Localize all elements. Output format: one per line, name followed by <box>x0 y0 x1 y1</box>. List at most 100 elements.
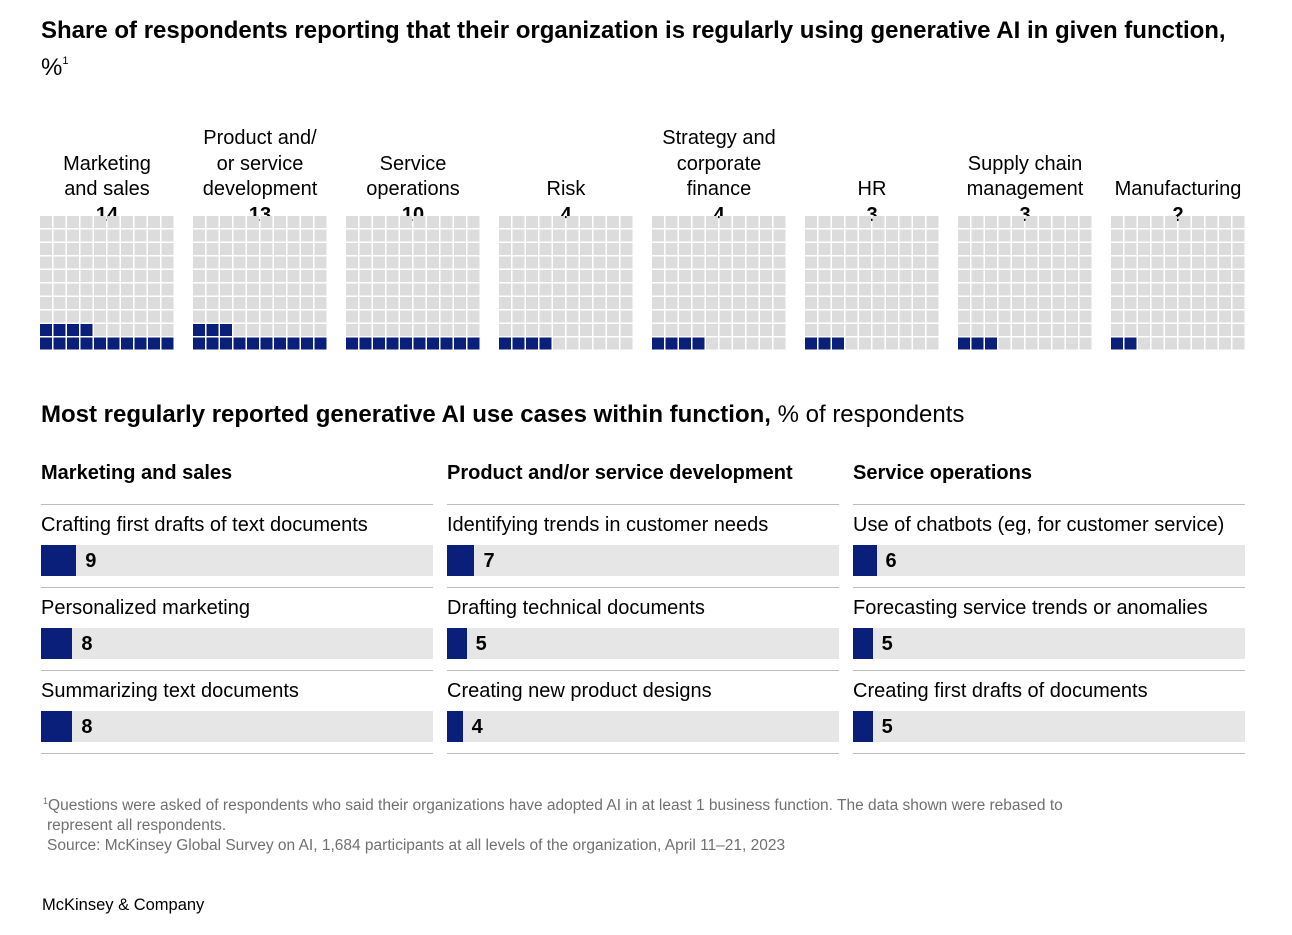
waffle-cell-filled <box>107 337 120 350</box>
waffle-cell-empty <box>620 256 633 269</box>
waffle-cell-empty <box>899 216 912 228</box>
waffle-cell-empty <box>1012 283 1024 296</box>
waffle-cell-empty <box>652 243 664 255</box>
waffle-cell-empty <box>40 256 52 269</box>
waffle-cell-empty <box>805 297 817 309</box>
waffle-cell-empty <box>998 283 1011 296</box>
waffle-cell-empty <box>899 310 912 323</box>
bar <box>447 628 467 659</box>
waffle-cell-empty <box>746 283 759 296</box>
waffle-cell-empty <box>1039 256 1051 269</box>
waffle-cell-empty <box>1066 256 1078 269</box>
waffle-cell-empty <box>440 270 453 282</box>
waffle-cell-filled <box>67 324 79 336</box>
bar-value-label: 5 <box>881 716 893 738</box>
waffle-cell-empty <box>260 256 273 269</box>
waffle-cell-empty <box>886 216 898 228</box>
waffle-cell-empty <box>746 324 759 336</box>
waffle-cell-empty <box>413 270 426 282</box>
waffle-cell-empty <box>1025 229 1038 242</box>
waffle-cell-empty <box>719 283 732 296</box>
waffle-cell-empty <box>287 283 300 296</box>
waffle-cell-empty <box>886 256 898 269</box>
waffle-cell-filled <box>161 337 174 350</box>
waffle-cell-empty <box>859 297 871 309</box>
waffle-cell-empty <box>1151 216 1164 228</box>
waffle-cell-empty <box>971 310 984 323</box>
panel-heading: Product and/or service development <box>447 458 839 505</box>
waffle-cell-empty <box>134 310 147 323</box>
waffle-cell-empty <box>971 270 984 282</box>
waffle-cell-empty <box>679 270 691 282</box>
waffle-cell-filled <box>427 337 439 350</box>
waffle-cell-empty <box>454 256 466 269</box>
waffle-cell-empty <box>454 310 466 323</box>
use-case-row: Forecasting service trends or anomalies 5 <box>853 588 1245 671</box>
waffle-cell-empty <box>845 243 858 255</box>
waffle-cell-empty <box>1039 324 1051 336</box>
waffle-cell-empty <box>913 229 925 242</box>
waffle-cell-empty <box>1165 256 1177 269</box>
waffle-cell-empty <box>467 297 480 309</box>
waffle-cell-empty <box>746 297 759 309</box>
waffle-cell-empty <box>872 297 885 309</box>
waffle-cell-empty <box>746 256 759 269</box>
waffle-cell-empty <box>607 337 619 350</box>
waffle-cell-empty <box>985 243 997 255</box>
waffle-cell-empty <box>773 270 786 282</box>
bar-value-label: 8 <box>81 633 93 655</box>
waffle-cell-empty <box>260 270 273 282</box>
waffle-cell-empty <box>80 216 93 228</box>
waffle-cell-empty <box>773 216 786 228</box>
waffle-cell-empty <box>746 310 759 323</box>
waffle-cell-empty <box>760 229 772 242</box>
waffle-cell-empty <box>985 270 997 282</box>
waffle-cell-empty <box>1079 283 1092 296</box>
waffle-cell-empty <box>1066 337 1078 350</box>
waffle-cell-filled <box>539 337 552 350</box>
waffle-cell-empty <box>706 256 718 269</box>
waffle-cell-empty <box>773 256 786 269</box>
waffle-cell-empty <box>872 229 885 242</box>
waffle-cell-empty <box>580 216 592 228</box>
waffle-cell-empty <box>301 310 313 323</box>
waffle-cell-empty <box>998 270 1011 282</box>
waffle-cell-empty <box>233 270 246 282</box>
waffle-cell-empty <box>899 283 912 296</box>
waffle-cell-empty <box>107 270 120 282</box>
waffle-cell-empty <box>773 283 786 296</box>
waffle-cell-filled <box>818 337 831 350</box>
waffle-cell-empty <box>526 243 538 255</box>
waffle-cell-empty <box>148 297 160 309</box>
waffle-cell-empty <box>233 283 246 296</box>
waffle-cell-empty <box>53 310 66 323</box>
waffle-cell-filled <box>386 337 399 350</box>
waffle-cell-empty <box>1192 337 1204 350</box>
waffle-cell-empty <box>593 297 606 309</box>
use-case-panel: Marketing and sales Crafting first drafts… <box>41 458 433 754</box>
waffle-cell-empty <box>1079 324 1092 336</box>
waffle-cell-empty <box>958 256 970 269</box>
waffle-cell-filled <box>400 337 412 350</box>
waffle-cell-empty <box>206 270 219 282</box>
use-case-label: Use of chatbots (eg, for customer servic… <box>853 514 1225 536</box>
waffle-cell-empty <box>998 324 1011 336</box>
waffle-cell-empty <box>80 256 93 269</box>
waffle-cell-filled <box>1124 337 1137 350</box>
waffle-cell-empty <box>553 243 565 255</box>
waffle-cell-empty <box>926 297 939 309</box>
waffle-cell-empty <box>1219 270 1231 282</box>
use-case-label: Summarizing text documents <box>41 680 299 702</box>
waffle-cell-empty <box>134 270 147 282</box>
waffle-cell-empty <box>719 256 732 269</box>
waffle-cell-empty <box>607 283 619 296</box>
waffle-cell-empty <box>40 229 52 242</box>
waffle-cell-empty <box>706 270 718 282</box>
waffle-cell-empty <box>67 283 79 296</box>
waffle-grid <box>1111 216 1245 350</box>
bar-track: 5 <box>447 628 839 659</box>
waffle-cell-empty <box>553 229 565 242</box>
waffle-cell-empty <box>692 216 705 228</box>
waffle-cell-empty <box>553 283 565 296</box>
waffle-cell-empty <box>53 243 66 255</box>
